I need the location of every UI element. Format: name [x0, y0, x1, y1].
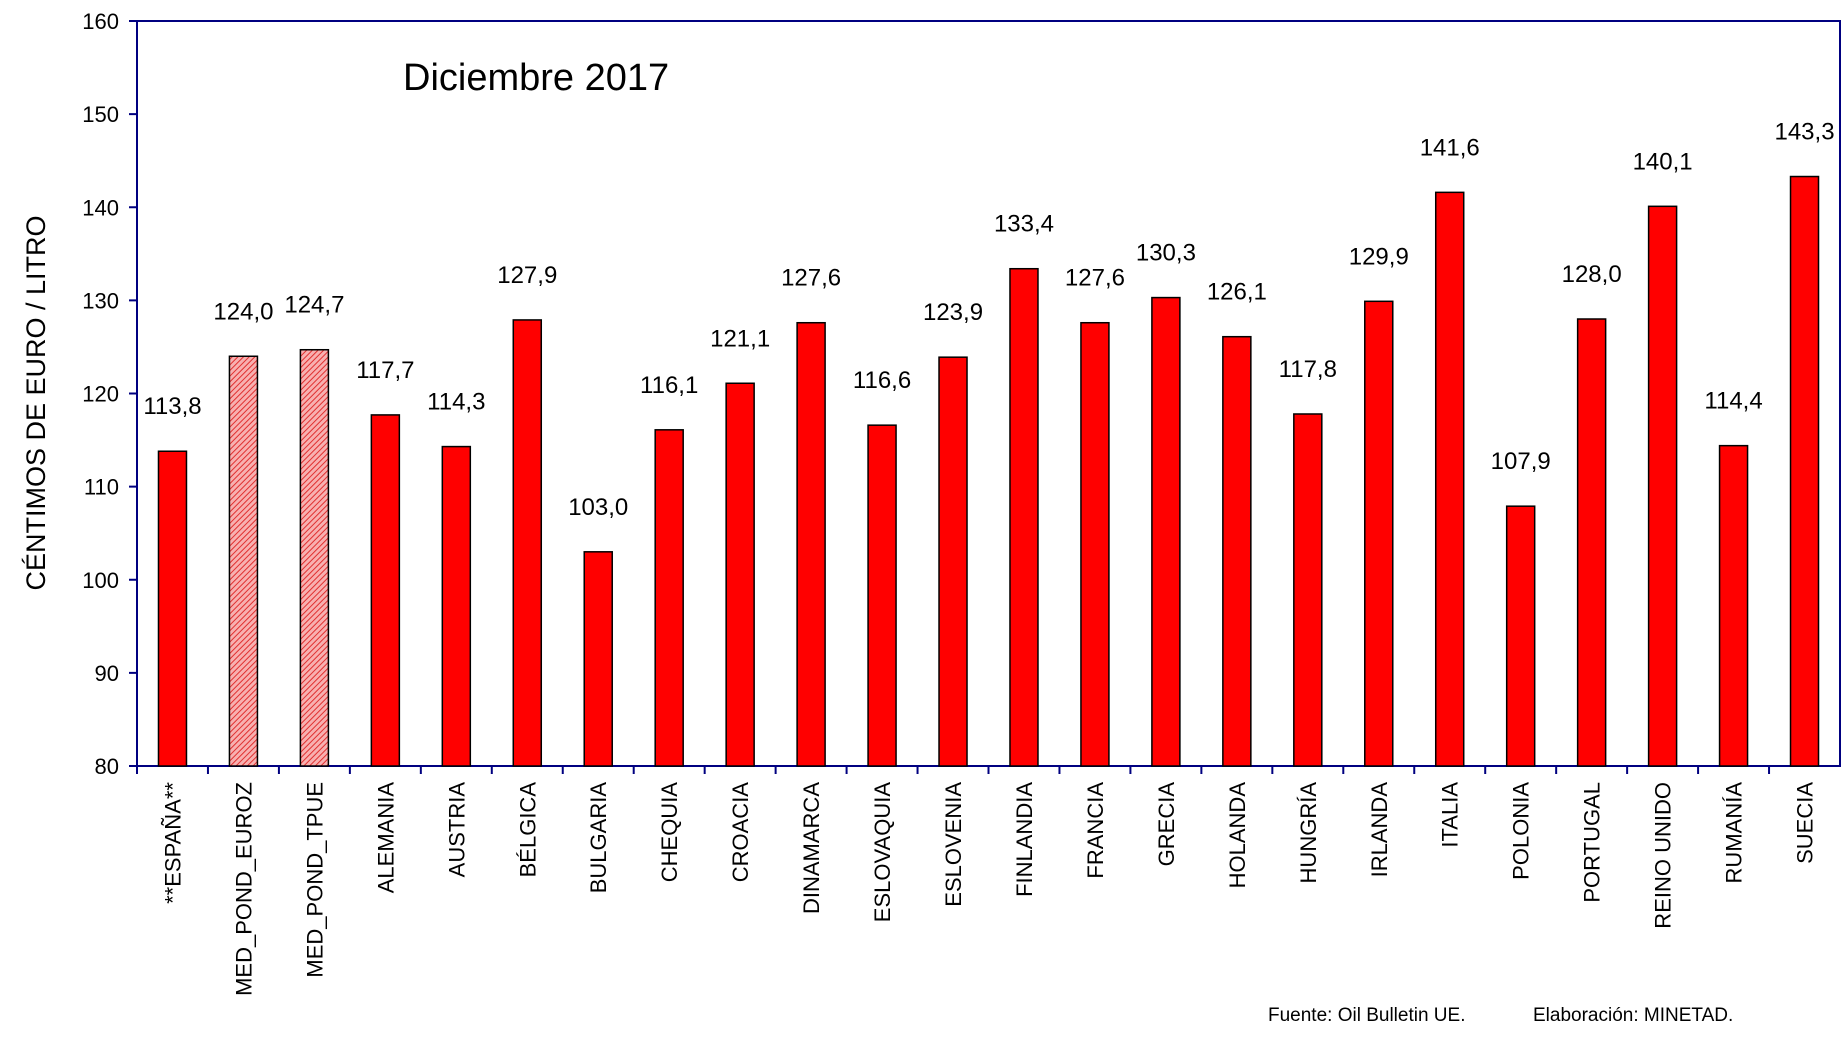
value-label: 126,1 — [1207, 279, 1267, 306]
bar — [512, 319, 543, 767]
category-label: BULGARIA — [586, 782, 611, 894]
category-label: ITALIA — [1438, 782, 1463, 848]
bar — [1009, 267, 1039, 767]
y-tick-label: 120 — [82, 382, 119, 407]
value-label: 103,0 — [568, 494, 628, 521]
bar — [1080, 321, 1110, 767]
category-label: RUMANÍA — [1722, 782, 1747, 884]
value-label: 107,9 — [1491, 448, 1551, 475]
source-note: Fuente: Oil Bulletin UE. — [1268, 1005, 1466, 1026]
bar — [1647, 205, 1678, 767]
value-label: 123,9 — [923, 299, 983, 326]
value-label: 143,3 — [1774, 119, 1834, 146]
bar — [1151, 296, 1181, 767]
value-label: 128,0 — [1562, 261, 1622, 288]
value-label: 130,3 — [1136, 240, 1196, 267]
x-axis: **ESPAÑA** MED_POND_EUROZ MED_POND_TPUE ALE… — [136, 766, 1818, 996]
value-label: 114,3 — [427, 389, 485, 416]
value-label: 133,4 — [994, 211, 1054, 238]
bar — [1293, 413, 1323, 767]
y-tick-label: 140 — [82, 195, 119, 220]
bar — [1718, 444, 1749, 767]
value-label: 127,6 — [781, 265, 841, 292]
y-tick-label: 150 — [82, 102, 119, 127]
category-label: SUECIA — [1793, 782, 1818, 864]
category-label: HOLANDA — [1225, 782, 1250, 889]
y-tick-label: 100 — [82, 568, 119, 593]
y-axis: 80 90 100 110 120 130 140 150 160 — [82, 9, 137, 779]
bar — [796, 321, 826, 767]
value-label: 129,9 — [1349, 243, 1409, 270]
y-tick-label: 80 — [95, 754, 119, 779]
category-label: DINAMARCA — [799, 782, 824, 914]
value-label: 117,7 — [356, 357, 414, 384]
category-label: CHEQUIA — [657, 782, 682, 883]
bar — [228, 355, 259, 767]
bar — [1222, 335, 1252, 767]
bar — [938, 356, 968, 767]
category-label: GRECIA — [1154, 782, 1179, 867]
category-label: CROACIA — [728, 782, 753, 883]
value-label: 141,6 — [1420, 134, 1480, 161]
category-label: FRANCIA — [1083, 782, 1108, 879]
bar — [1789, 175, 1820, 767]
bar — [1505, 505, 1536, 767]
bar — [441, 445, 472, 767]
bar — [370, 414, 401, 767]
value-label: 114,4 — [1704, 388, 1762, 415]
value-label: 140,1 — [1633, 148, 1693, 175]
y-tick-label: 160 — [82, 9, 119, 34]
category-label: MED_POND_TPUE — [302, 782, 327, 978]
bar — [725, 382, 755, 767]
bar — [583, 551, 613, 767]
value-label: 121,1 — [710, 325, 770, 352]
category-label: POLONIA — [1509, 782, 1534, 880]
y-tick-label: 110 — [84, 475, 119, 500]
category-label: FINLANDIA — [1012, 782, 1037, 897]
credit-note: Elaboración: MINETAD. — [1533, 1005, 1734, 1026]
value-label: 127,6 — [1065, 265, 1125, 292]
value-label: 127,9 — [497, 262, 557, 289]
value-label: 116,1 — [640, 372, 698, 399]
y-tick-label: 90 — [95, 661, 119, 686]
category-label: PORTUGAL — [1580, 782, 1605, 903]
category-label: IRLANDA — [1367, 782, 1392, 878]
bar — [1576, 318, 1607, 767]
bar — [1434, 191, 1465, 767]
value-label: 113,8 — [143, 393, 201, 420]
bar-series — [157, 175, 1820, 767]
category-label: REINO UNIDO — [1651, 782, 1676, 929]
bar — [867, 424, 897, 767]
bar — [654, 429, 684, 767]
category-label: **ESPAÑA** — [160, 782, 185, 904]
y-axis-label: CÉNTIMOS DE EURO / LITRO — [21, 215, 51, 590]
value-label: 124,7 — [284, 292, 344, 319]
category-label: AUSTRIA — [444, 782, 469, 878]
bar — [299, 348, 330, 767]
category-label: BÉLGICA — [515, 782, 540, 878]
y-tick-label: 130 — [82, 288, 119, 313]
category-label: ESLOVAQUIA — [870, 782, 895, 923]
bar — [1364, 300, 1394, 767]
value-label: 124,0 — [213, 298, 273, 325]
bar — [157, 450, 188, 767]
category-label: ALEMANIA — [373, 782, 398, 894]
category-label: ESLOVENIA — [941, 782, 966, 907]
category-label: MED_POND_EUROZ — [231, 782, 256, 996]
chart-title: Diciembre 2017 — [403, 57, 669, 99]
value-label: 117,8 — [1279, 356, 1337, 383]
value-label: 116,6 — [853, 367, 911, 394]
value-labels: 113,8 124,0 124,7 117,7 114,3 127,9 103,0 116,1… — [143, 119, 1834, 521]
category-label: HUNGRÍA — [1296, 782, 1321, 884]
